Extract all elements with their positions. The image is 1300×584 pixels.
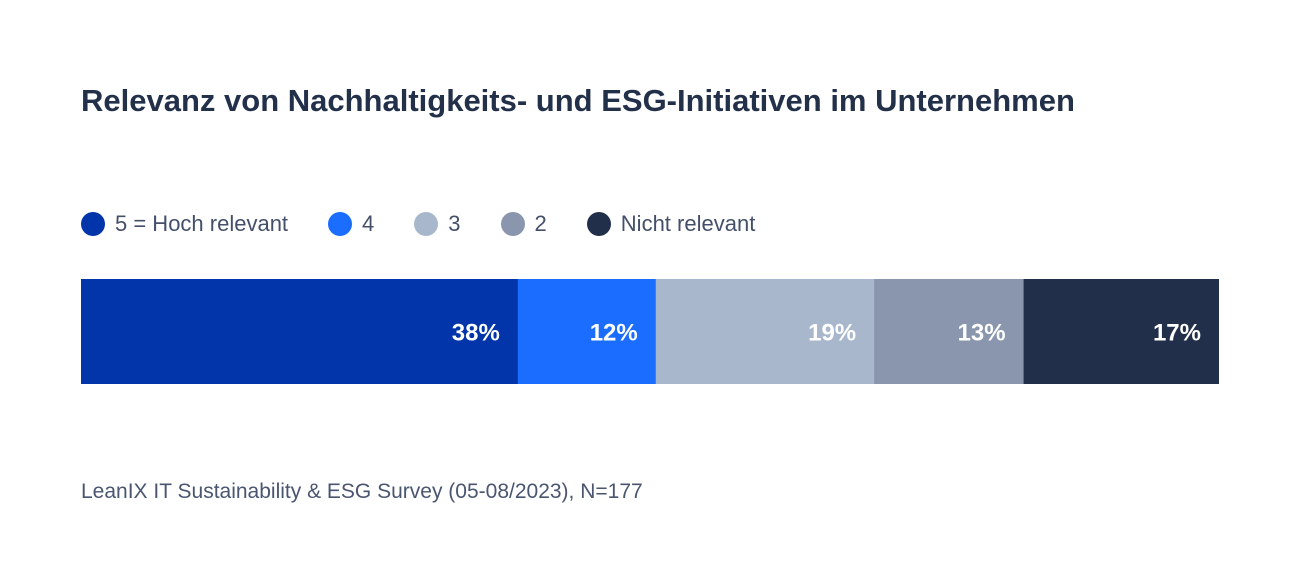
legend-swatch-nicht-relevant [586, 212, 611, 236]
legend-label: Nicht relevant [620, 211, 756, 236]
bar-segment-nicht-relevant [1023, 279, 1219, 384]
legend-label: 2 [534, 211, 547, 236]
legend-swatch-3 [414, 212, 439, 236]
legend-label: 3 [448, 211, 461, 236]
bar-segment-4 [517, 279, 657, 384]
chart-title: Relevanz von Nachhaltigkeits- und ESG-In… [81, 83, 1075, 118]
data-label: 12% [590, 320, 638, 347]
legend-item-3: 3 [414, 211, 461, 237]
legend-item-5-hoch-relevant: 5 = Hoch relevant [81, 211, 288, 237]
data-label: 17% [1153, 320, 1201, 347]
chart-legend: 5 = Hoch relevant 4 3 2 Nicht relevant [81, 210, 755, 238]
data-label: 13% [958, 320, 1006, 347]
legend-swatch-4 [328, 212, 353, 236]
legend-item-nicht-relevant: Nicht relevant [586, 211, 756, 237]
stacked-bar: 38% 12% 19% 13% 17% [81, 279, 1219, 384]
legend-label: 4 [362, 211, 375, 236]
legend-swatch-2 [500, 212, 525, 236]
legend-item-4: 4 [328, 211, 374, 237]
bar-segment-2 [874, 279, 1025, 384]
data-label: 38% [452, 320, 500, 347]
bar-segment-5-hoch-relevant [81, 279, 519, 384]
legend-label: 5 = Hoch relevant [115, 211, 289, 236]
bar-segment-3 [655, 279, 875, 384]
data-label: 19% [808, 320, 856, 347]
legend-swatch-5-hoch-relevant [81, 212, 105, 236]
legend-item-2: 2 [500, 211, 547, 237]
source-note: LeanIX IT Sustainability & ESG Survey (0… [81, 480, 643, 503]
